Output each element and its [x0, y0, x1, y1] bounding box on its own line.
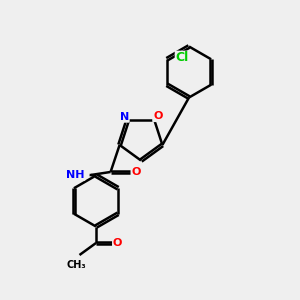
Text: O: O [153, 111, 163, 121]
Text: O: O [131, 167, 141, 177]
Text: CH₃: CH₃ [67, 260, 86, 269]
Text: O: O [113, 238, 122, 248]
Text: Cl: Cl [175, 51, 189, 64]
Text: NH: NH [66, 170, 85, 180]
Text: N: N [119, 112, 129, 122]
